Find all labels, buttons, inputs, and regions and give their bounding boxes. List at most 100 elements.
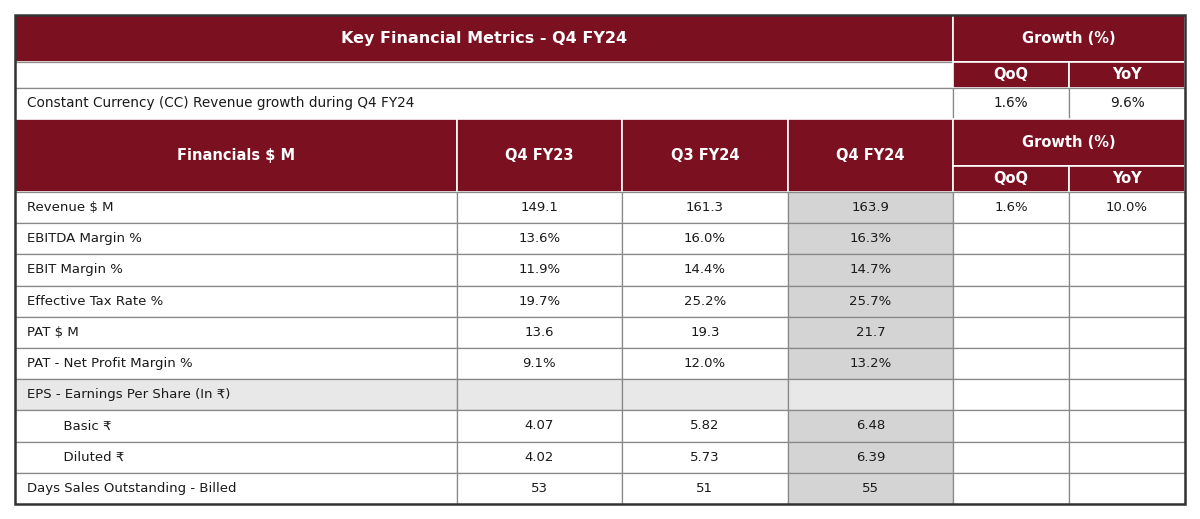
Text: EBITDA Margin %: EBITDA Margin % (28, 233, 142, 245)
Bar (14, 379, 456, 411)
Text: 10.0%: 10.0% (1106, 201, 1148, 214)
Text: EBIT Margin %: EBIT Margin % (28, 264, 122, 277)
Bar (953, 15, 1186, 62)
Bar (787, 379, 953, 411)
Text: 16.0%: 16.0% (684, 233, 726, 245)
Bar (14, 411, 456, 442)
Text: 9.1%: 9.1% (522, 357, 556, 370)
Bar (787, 254, 953, 285)
Bar (622, 254, 787, 285)
Bar (953, 119, 1186, 166)
Bar (953, 379, 1069, 411)
Text: 13.6%: 13.6% (518, 233, 560, 245)
Bar (456, 379, 622, 411)
Bar (622, 119, 787, 192)
Text: 14.4%: 14.4% (684, 264, 726, 277)
Text: 13.2%: 13.2% (850, 357, 892, 370)
Text: Revenue $ M: Revenue $ M (28, 201, 114, 214)
Bar (456, 223, 622, 254)
Bar (787, 442, 953, 473)
Text: 53: 53 (530, 482, 547, 495)
Bar (1069, 379, 1186, 411)
Bar (1069, 473, 1186, 504)
Bar (953, 317, 1069, 348)
Bar (456, 119, 622, 192)
Bar (14, 119, 456, 192)
Text: 13.6: 13.6 (524, 326, 554, 339)
Text: 9.6%: 9.6% (1110, 97, 1145, 111)
Text: 21.7: 21.7 (856, 326, 886, 339)
Text: 55: 55 (862, 482, 878, 495)
Bar (953, 88, 1069, 119)
Bar (622, 223, 787, 254)
Bar (622, 285, 787, 317)
Text: 5.82: 5.82 (690, 419, 720, 432)
Bar (622, 317, 787, 348)
Text: 1.6%: 1.6% (994, 97, 1028, 111)
Bar (787, 317, 953, 348)
Text: Growth (%): Growth (%) (1022, 31, 1116, 46)
Bar (456, 473, 622, 504)
Bar (14, 62, 953, 88)
Bar (14, 15, 953, 62)
Bar (953, 223, 1069, 254)
Bar (14, 317, 456, 348)
Bar (787, 411, 953, 442)
Bar (787, 223, 953, 254)
Bar (14, 473, 456, 504)
Text: 25.2%: 25.2% (684, 295, 726, 308)
Bar (622, 379, 787, 411)
Bar (456, 254, 622, 285)
Text: 149.1: 149.1 (521, 201, 558, 214)
Text: 19.3: 19.3 (690, 326, 720, 339)
Text: Financials $ M: Financials $ M (176, 148, 295, 163)
Text: QoQ: QoQ (994, 67, 1028, 82)
Text: Diluted ₹: Diluted ₹ (55, 450, 125, 463)
Text: Basic ₹: Basic ₹ (55, 419, 112, 432)
Bar (1069, 166, 1186, 192)
Bar (14, 348, 456, 379)
Bar (953, 285, 1069, 317)
Text: YoY: YoY (1112, 67, 1142, 82)
Bar (622, 442, 787, 473)
Bar (14, 285, 456, 317)
Text: YoY: YoY (1112, 171, 1142, 186)
Text: Key Financial Metrics - Q4 FY24: Key Financial Metrics - Q4 FY24 (341, 31, 628, 46)
Bar (787, 192, 953, 223)
Bar (1069, 254, 1186, 285)
Bar (1069, 62, 1186, 88)
Bar (953, 166, 1069, 192)
Text: Growth (%): Growth (%) (1022, 135, 1116, 150)
Bar (953, 348, 1069, 379)
Bar (787, 473, 953, 504)
Text: EPS - Earnings Per Share (In ₹): EPS - Earnings Per Share (In ₹) (28, 388, 230, 401)
Text: 51: 51 (696, 482, 713, 495)
Text: 1.6%: 1.6% (995, 201, 1028, 214)
Bar (456, 192, 622, 223)
Text: 6.39: 6.39 (856, 450, 886, 463)
Bar (953, 62, 1069, 88)
Text: 6.48: 6.48 (856, 419, 886, 432)
Text: 19.7%: 19.7% (518, 295, 560, 308)
Text: Days Sales Outstanding - Billed: Days Sales Outstanding - Billed (28, 482, 236, 495)
Text: 11.9%: 11.9% (518, 264, 560, 277)
Bar (787, 285, 953, 317)
Bar (953, 473, 1069, 504)
Text: QoQ: QoQ (994, 171, 1028, 186)
Bar (953, 442, 1069, 473)
Text: PAT - Net Profit Margin %: PAT - Net Profit Margin % (28, 357, 193, 370)
Bar (456, 348, 622, 379)
Text: 25.7%: 25.7% (850, 295, 892, 308)
Bar (1069, 88, 1186, 119)
Bar (622, 348, 787, 379)
Bar (1069, 317, 1186, 348)
Bar (953, 411, 1069, 442)
Bar (1069, 192, 1186, 223)
Text: 4.07: 4.07 (524, 419, 554, 432)
Text: 5.73: 5.73 (690, 450, 720, 463)
Bar (1069, 348, 1186, 379)
Bar (456, 317, 622, 348)
Text: 163.9: 163.9 (852, 201, 889, 214)
Text: PAT $ M: PAT $ M (28, 326, 79, 339)
Text: Constant Currency (CC) Revenue growth during Q4 FY24: Constant Currency (CC) Revenue growth du… (28, 97, 414, 111)
